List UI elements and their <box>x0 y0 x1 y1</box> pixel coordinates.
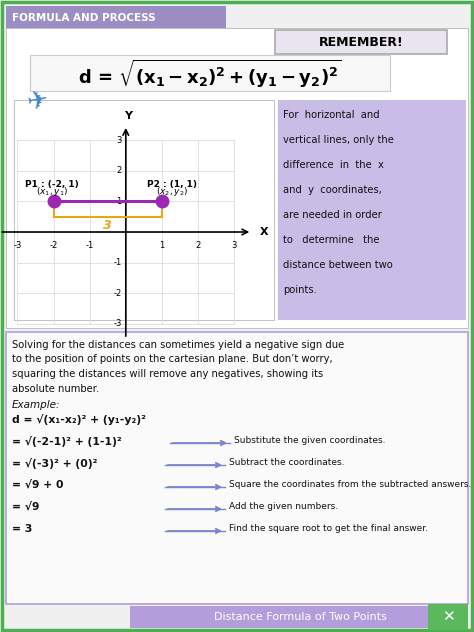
Text: = √(-2-1)² + (1-1)²: = √(-2-1)² + (1-1)² <box>12 436 122 447</box>
Text: -1: -1 <box>86 241 94 250</box>
FancyBboxPatch shape <box>6 332 468 604</box>
Text: Find the square root to get the final answer.: Find the square root to get the final an… <box>229 524 428 533</box>
Text: d = $\mathbf{\sqrt{(x_1-x_2)^2 + (y_1-y_2)^2}}$: d = $\mathbf{\sqrt{(x_1-x_2)^2 + (y_1-y_… <box>78 58 342 90</box>
FancyBboxPatch shape <box>130 606 468 628</box>
Text: Example:: Example: <box>12 400 61 410</box>
Text: distance between two: distance between two <box>283 260 393 270</box>
Text: difference  in  the  x: difference in the x <box>283 160 384 170</box>
Text: vertical lines, only the: vertical lines, only the <box>283 135 394 145</box>
Text: Square the coordinates from the subtracted answers.: Square the coordinates from the subtract… <box>229 480 471 489</box>
Text: absolute number.: absolute number. <box>12 384 99 394</box>
Text: = √9: = √9 <box>12 502 39 512</box>
Text: 1: 1 <box>117 197 122 206</box>
Text: Solving for the distances can sometimes yield a negative sign due: Solving for the distances can sometimes … <box>12 340 344 350</box>
Text: ✕: ✕ <box>442 609 455 624</box>
Text: = √9 + 0: = √9 + 0 <box>12 480 64 490</box>
Text: $(x_2, y_2)$: $(x_2, y_2)$ <box>156 185 188 198</box>
Text: points.: points. <box>283 285 317 295</box>
Text: P2 : (1, 1): P2 : (1, 1) <box>147 181 197 190</box>
Text: $(x_1, y_1)$: $(x_1, y_1)$ <box>36 185 68 198</box>
Text: For  horizontal  and: For horizontal and <box>283 110 380 120</box>
Text: FORMULA AND PROCESS: FORMULA AND PROCESS <box>12 13 155 23</box>
Text: Subtract the coordinates.: Subtract the coordinates. <box>229 458 345 467</box>
FancyBboxPatch shape <box>428 604 468 630</box>
Text: 1: 1 <box>159 241 164 250</box>
FancyBboxPatch shape <box>275 30 447 54</box>
Text: d = √(x₁-x₂)² + (y₁-y₂)²: d = √(x₁-x₂)² + (y₁-y₂)² <box>12 414 146 425</box>
FancyBboxPatch shape <box>278 100 466 320</box>
Text: are needed in order: are needed in order <box>283 210 382 220</box>
Text: Distance Formula of Two Points: Distance Formula of Two Points <box>214 612 386 622</box>
Text: and  y  coordinates,: and y coordinates, <box>283 185 382 195</box>
Text: squaring the distances will remove any negatives, showing its: squaring the distances will remove any n… <box>12 369 323 379</box>
FancyBboxPatch shape <box>30 55 390 91</box>
FancyBboxPatch shape <box>14 100 274 320</box>
Text: 3: 3 <box>231 241 237 250</box>
FancyBboxPatch shape <box>6 28 468 328</box>
Text: -3: -3 <box>13 241 22 250</box>
Text: to   determine   the: to determine the <box>283 235 380 245</box>
Text: 3: 3 <box>117 136 122 145</box>
Text: 2: 2 <box>195 241 201 250</box>
Text: = 3: = 3 <box>12 524 32 534</box>
Text: ✈: ✈ <box>25 88 50 115</box>
Text: REMEMBER!: REMEMBER! <box>319 37 403 49</box>
Text: 2: 2 <box>117 166 122 176</box>
Text: X: X <box>259 227 268 237</box>
Text: 3: 3 <box>103 219 112 233</box>
Text: Y: Y <box>124 111 132 121</box>
Text: Substitute the given coordinates.: Substitute the given coordinates. <box>234 436 385 445</box>
Text: -2: -2 <box>49 241 58 250</box>
Text: -3: -3 <box>113 319 122 328</box>
Text: Add the given numbers.: Add the given numbers. <box>229 502 338 511</box>
Text: -2: -2 <box>114 289 122 298</box>
FancyBboxPatch shape <box>6 6 226 28</box>
Text: P1 : (-2, 1): P1 : (-2, 1) <box>25 181 79 190</box>
Text: to the position of points on the cartesian plane. But don’t worry,: to the position of points on the cartesi… <box>12 355 333 365</box>
Text: -1: -1 <box>114 258 122 267</box>
Text: = √(-3)² + (0)²: = √(-3)² + (0)² <box>12 458 98 469</box>
